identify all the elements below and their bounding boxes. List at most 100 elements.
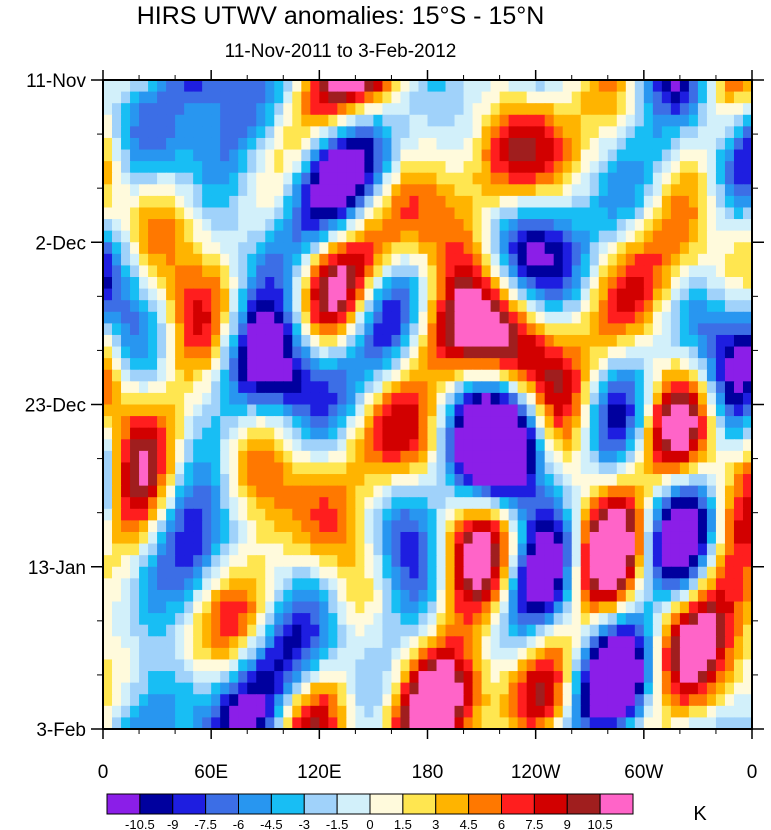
field-cell [517, 80, 528, 93]
field-cell [661, 149, 672, 162]
field-cell [157, 358, 167, 371]
field-cell [400, 497, 411, 510]
x-tick-label: 180 [412, 762, 444, 783]
field-cell [436, 520, 447, 533]
field-cell [679, 485, 690, 498]
field-cell [319, 172, 329, 185]
field-cell [301, 520, 311, 533]
field-cell [166, 624, 176, 637]
field-cell [175, 265, 185, 278]
field-cell [256, 219, 266, 232]
field-cell [670, 369, 681, 382]
field-cell [175, 288, 185, 301]
field-cell [355, 311, 365, 324]
field-cell [724, 288, 735, 301]
field-cell [373, 311, 384, 324]
field-cell [580, 277, 591, 290]
field-cell [679, 427, 690, 440]
field-cell [562, 311, 573, 324]
field-cell [607, 195, 618, 209]
field-cell [103, 543, 113, 556]
field-cell [274, 230, 284, 243]
field-cell [553, 392, 564, 406]
field-cell [292, 474, 302, 487]
field-cell [607, 659, 618, 672]
field-cell [499, 613, 510, 626]
field-cell [157, 300, 167, 313]
field-cell [220, 300, 230, 313]
field-cell [634, 381, 645, 394]
field-cell [436, 207, 447, 220]
colorbar-units: K [693, 803, 707, 825]
field-cell [580, 543, 591, 556]
field-cell [409, 520, 420, 533]
field-cell [355, 589, 365, 603]
field-cell [706, 671, 717, 684]
field-cell [715, 137, 726, 151]
field-cell [661, 358, 672, 371]
field-cell [589, 126, 600, 139]
field-cell [220, 647, 230, 661]
field-cell [103, 636, 113, 649]
field-cell [166, 520, 176, 533]
field-cell [139, 520, 149, 533]
field-cell [391, 114, 402, 127]
field-cell [418, 694, 429, 707]
field-cell [265, 474, 275, 487]
field-cell [184, 682, 194, 695]
field-cell [481, 485, 492, 498]
field-cell [436, 126, 447, 139]
field-cell [607, 682, 618, 695]
field-cell [247, 520, 257, 533]
field-cell [535, 520, 546, 533]
field-cell [706, 137, 717, 151]
field-cell [319, 659, 329, 672]
field-cell [166, 358, 176, 371]
field-cell [202, 659, 212, 672]
field-cell [130, 230, 140, 243]
field-cell [580, 172, 591, 185]
field-cell [562, 659, 573, 672]
field-cell [220, 288, 230, 301]
field-cell [706, 334, 717, 348]
field-cell [337, 624, 347, 637]
field-cell [301, 624, 311, 637]
field-cell [544, 416, 555, 429]
field-cell [463, 311, 474, 324]
field-cell [436, 531, 447, 545]
field-cell [580, 137, 591, 151]
field-cell [733, 416, 744, 429]
field-cell [238, 381, 248, 394]
field-cell [373, 497, 384, 510]
field-cell [472, 462, 483, 475]
field-cell [274, 705, 284, 719]
field-cell [175, 671, 185, 684]
field-cell [373, 485, 384, 498]
field-cell [310, 474, 320, 487]
field-cell [706, 555, 717, 568]
colorbar-label: -9 [167, 817, 179, 830]
field-cell [742, 311, 752, 324]
field-cell [625, 636, 636, 649]
field-cell [454, 288, 465, 301]
field-cell [157, 137, 167, 151]
field-cell [400, 300, 411, 313]
field-cell [526, 497, 537, 510]
field-cell [472, 427, 483, 440]
field-cell [391, 566, 402, 579]
field-cell [517, 474, 528, 487]
field-cell [742, 253, 752, 267]
field-cell [724, 416, 735, 429]
field-cell [175, 277, 185, 290]
field-cell [481, 253, 492, 267]
field-cell [697, 277, 708, 290]
field-cell [427, 497, 438, 510]
field-cell [562, 91, 573, 104]
field-cell [301, 265, 311, 278]
field-cell [301, 80, 311, 93]
field-cell [499, 694, 510, 707]
field-cell [553, 103, 564, 116]
field-cell [229, 207, 239, 220]
field-cell [670, 555, 681, 568]
field-cell [157, 242, 167, 255]
